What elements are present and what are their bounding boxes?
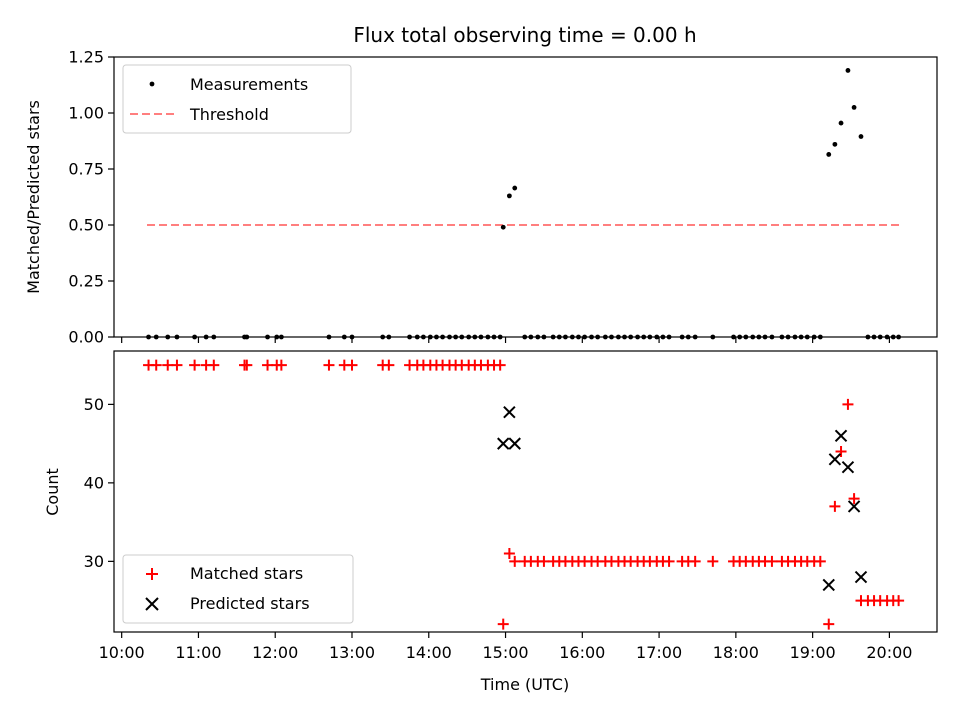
matched-stars-point	[171, 359, 183, 371]
counts-x-tick-label: 13:00	[329, 643, 375, 662]
counts-x-tick-label: 11:00	[175, 643, 221, 662]
predicted-stars-point	[822, 578, 835, 592]
matched-stars-point	[189, 359, 201, 371]
matched-stars-point	[150, 359, 162, 371]
measurement-point	[851, 105, 857, 110]
matched-stars-point	[829, 500, 841, 512]
ratio-y-tick-label: 1.25	[68, 48, 104, 67]
matched-stars-point	[842, 398, 854, 410]
counts-x-ticks: 10:00 11:00 12:00 13:00 14:00 15:00 16:00 17:00…	[99, 632, 912, 662]
ratio-legend: Measurements Threshold	[122, 64, 352, 134]
predicted-stars-point	[834, 429, 848, 442]
counts-x-tick-label: 14:00	[406, 643, 452, 662]
matched-stars-point	[208, 359, 220, 371]
measurement-point	[832, 141, 838, 147]
matched-stars-point	[262, 359, 274, 371]
matched-stars-point	[848, 493, 860, 505]
matched-stars-point	[346, 359, 358, 371]
matched-stars-point	[503, 548, 515, 560]
matched-stars-point	[323, 359, 335, 371]
counts-legend: Matched stars Predicted stars	[122, 554, 354, 624]
matched-stars-point	[494, 359, 506, 371]
predicted-stars-point	[828, 453, 842, 466]
counts-y-tick-label: 40	[84, 473, 104, 492]
counts-y-ticks: 30 40 50	[84, 395, 114, 571]
matched-stars-point	[766, 555, 778, 567]
predicted-stars-point	[847, 500, 861, 513]
measurement-point	[838, 120, 844, 126]
ratio-panel: 0.00 0.25 0.50 0.75 1.00 1.25 Matched/Predict…	[24, 48, 938, 347]
counts-legend-box	[122, 554, 354, 624]
ratio-y-tick-label: 0.00	[68, 328, 104, 347]
counts-plot-area	[143, 359, 905, 630]
counts-x-tick-label: 17:00	[636, 643, 682, 662]
matched-stars-point	[383, 359, 395, 371]
counts-y-tick-label: 50	[84, 395, 104, 414]
predicted-stars-point	[841, 460, 855, 474]
matched-stars-point	[275, 359, 287, 371]
counts-y-axis-label: Count	[43, 468, 62, 516]
counts-x-tick-label: 10:00	[99, 643, 145, 662]
matched-stars-point	[162, 359, 174, 371]
measurements-legend-label: Measurements	[190, 75, 308, 94]
predicted-stars-legend-marker	[145, 597, 159, 611]
matched-stars-point	[663, 555, 675, 567]
ratio-y-tick-label: 0.75	[68, 160, 104, 179]
ratio-y-tick-label: 0.25	[68, 272, 104, 291]
counts-y-tick-label: 30	[84, 552, 104, 571]
measurement-point	[858, 134, 864, 139]
counts-x-tick-label: 20:00	[866, 643, 912, 662]
threshold-legend-label: Threshold	[189, 105, 269, 124]
counts-x-tick-label: 16:00	[559, 643, 605, 662]
matched-stars-point	[509, 555, 521, 567]
predicted-stars-point	[503, 406, 516, 419]
matched-stars-legend-label: Matched stars	[190, 564, 303, 583]
ratio-legend-box	[122, 64, 352, 134]
predicted-stars-point	[508, 437, 521, 450]
matched-stars-point	[689, 555, 701, 567]
counts-panel: 30 40 50 10:00 11:00 12:00 13:00 14:00 15:00 16:…	[43, 350, 938, 694]
counts-x-tick-label: 19:00	[790, 643, 836, 662]
matched-stars-point	[814, 555, 826, 567]
ratio-y-axis-label: Matched/Predicted stars	[24, 100, 43, 294]
measurement-point	[506, 193, 512, 199]
matched-stars-point	[707, 555, 719, 567]
x-axis-label: Time (UTC)	[480, 675, 569, 694]
counts-x-tick-label: 15:00	[482, 643, 528, 662]
predicted-stars-point	[854, 570, 868, 584]
measurement-point	[500, 224, 506, 230]
ratio-y-ticks: 0.00 0.25 0.50 0.75 1.00 1.25	[68, 48, 114, 347]
matched-stars-point	[538, 555, 550, 567]
top-chart-title: Flux total observing time = 0.00 h	[353, 23, 696, 47]
counts-x-tick-label: 12:00	[252, 643, 298, 662]
matched-stars-point	[241, 359, 253, 371]
measurement-point	[845, 68, 851, 73]
measurement-point	[512, 185, 518, 191]
measurements-legend-marker	[149, 81, 155, 87]
predicted-stars-point	[497, 437, 510, 450]
predicted-stars-legend-label: Predicted stars	[190, 594, 310, 613]
ratio-y-tick-label: 0.50	[68, 216, 104, 235]
matched-stars-point	[835, 445, 847, 457]
measurement-point	[826, 152, 832, 157]
ratio-y-tick-label: 1.00	[68, 104, 104, 123]
matched-stars-point	[823, 618, 835, 630]
matched-stars-point	[497, 618, 509, 630]
counts-x-tick-label: 18:00	[713, 643, 759, 662]
ratio-axes-frame	[113, 56, 938, 338]
counts-axes-frame	[113, 350, 938, 633]
matched-stars-legend-marker	[146, 568, 158, 580]
ratio-x-ticks	[121, 337, 891, 343]
matched-stars-point	[893, 595, 905, 607]
